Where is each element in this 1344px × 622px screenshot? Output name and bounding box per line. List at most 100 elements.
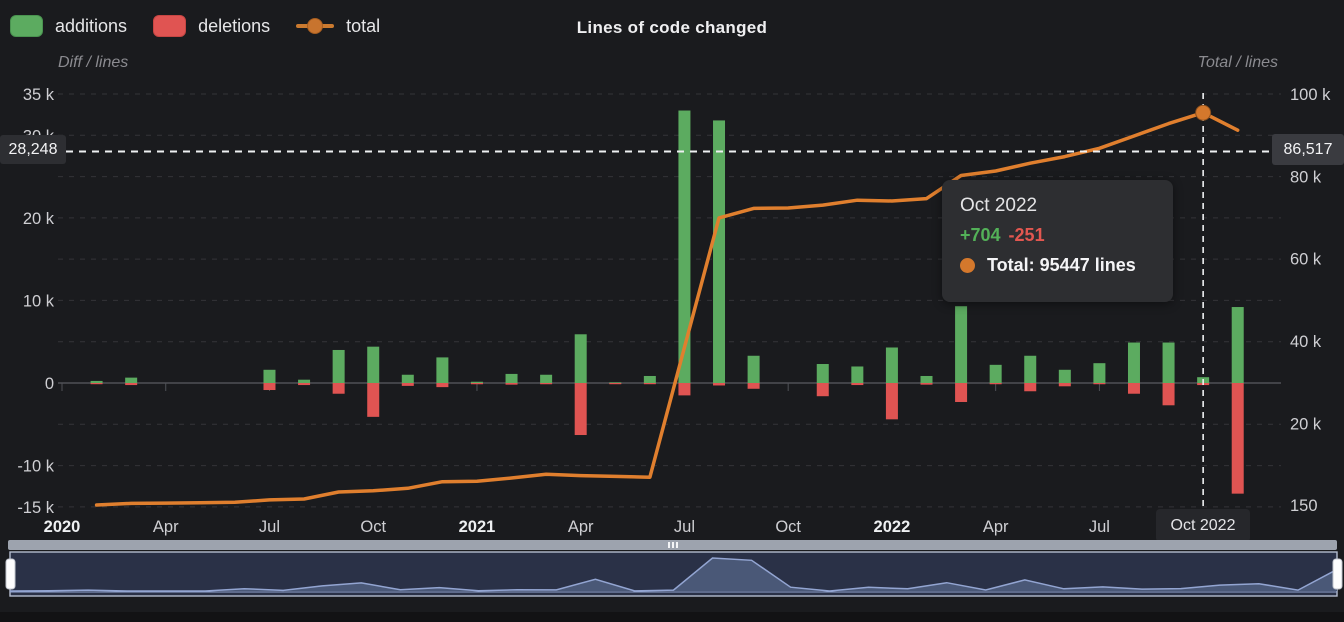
bar-additions[interactable] [885,347,898,383]
bar-additions[interactable] [920,375,933,383]
bar-additions[interactable] [263,369,276,383]
bar-additions[interactable] [1127,342,1140,383]
navigator-line [9,557,1338,592]
bar-additions[interactable] [955,306,968,383]
bar-additions[interactable] [1162,342,1175,383]
left-axis-tick-label: 35 k [23,86,55,104]
bar-deletions[interactable] [713,383,726,386]
bar-deletions[interactable] [332,383,345,394]
bar-additions[interactable] [678,110,691,383]
bar-additions[interactable] [367,346,380,383]
bar-additions[interactable] [851,366,864,383]
bar-deletions[interactable] [298,383,311,386]
bar-additions[interactable] [540,374,553,383]
bar-additions[interactable] [747,355,760,383]
x-axis-tick-label: 2021 [459,518,496,536]
left-axis-tick-label: 20 k [23,210,55,228]
right-axis-tick-label: 100 k [1290,86,1331,104]
right-axis-tick-label: 150 [1290,497,1318,515]
legend-item-total[interactable]: total [296,15,380,37]
bar-deletions[interactable] [505,383,518,385]
bar-deletions[interactable] [90,383,103,385]
navigator-handle-right[interactable] [1332,558,1343,590]
total-line[interactable] [94,110,1240,507]
tooltip-deletions: -251 [1008,225,1045,245]
x-axis-tick-label: Jul [1089,518,1110,536]
tooltip: Oct 2022 +704 -251 Total: 95447 lines [942,180,1173,302]
crosshair-x-axis-value: Oct 2022 [1156,509,1250,542]
total-point-marker[interactable] [1195,104,1212,121]
bar-additions[interactable] [1093,363,1106,383]
bar-additions[interactable] [574,334,587,383]
bar-deletions[interactable] [401,383,414,386]
tooltip-total-value: Total: 95447 lines [987,255,1136,275]
bar-deletions[interactable] [747,383,760,389]
x-axis-tick-label: Oct [775,518,801,536]
bar-additions[interactable] [1231,307,1244,383]
bar-additions[interactable] [713,120,726,384]
legend-item-deletions[interactable]: deletions [153,15,270,37]
tooltip-title: Oct 2022 [960,195,1038,216]
navigator-scrollbar[interactable] [8,540,1337,550]
right-axis-tick-label: 20 k [1290,415,1322,433]
bar-additions[interactable] [989,364,1002,383]
bar-deletions[interactable] [609,383,622,385]
right-axis-tick-label: 60 k [1290,251,1322,269]
left-axis-tick-label: 0 [45,375,54,393]
bar-deletions[interactable] [1058,383,1071,387]
bar-additions[interactable] [1024,355,1037,383]
navigator-area [10,558,1337,591]
x-axis-tick-label: Apr [568,518,594,536]
bar-deletions[interactable] [885,383,898,420]
bottom-strip [0,612,1344,622]
bar-deletions[interactable] [263,383,276,391]
bar-deletions[interactable] [367,383,380,417]
bar-deletions[interactable] [851,383,864,386]
bar-deletions[interactable] [989,383,1002,385]
bar-additions[interactable] [505,373,518,383]
x-axis-tick-label: 2020 [44,518,81,536]
x-axis-tick-label: Jul [674,518,695,536]
bar-additions[interactable] [643,375,656,383]
total-dot-icon [960,258,975,273]
bar-additions[interactable] [90,380,103,383]
tooltip-additions: +704 [960,225,1001,245]
bar-deletions[interactable] [955,383,968,402]
tooltip-total-row: Total: 95447 lines [960,255,1155,276]
bar-additions[interactable] [609,382,622,384]
bar-additions[interactable] [470,381,483,383]
right-axis-title: Total / lines [1197,54,1278,71]
additions-swatch-icon [10,15,43,37]
bar-additions[interactable] [816,364,829,383]
bar-deletions[interactable] [678,383,691,396]
bar-deletions[interactable] [1162,383,1175,406]
bar-deletions[interactable] [470,383,483,385]
navigator-handle-left[interactable] [5,558,16,590]
bar-additions[interactable] [1058,369,1071,383]
bar-deletions[interactable] [540,383,553,385]
bar-deletions[interactable] [1231,383,1244,494]
legend: additions deletions total [10,15,380,37]
right-axis-tick-label: 80 k [1290,168,1322,186]
bar-deletions[interactable] [125,383,138,386]
left-axis-title: Diff / lines [58,54,129,71]
bar-additions[interactable] [401,374,414,383]
bar-deletions[interactable] [1093,383,1106,385]
bar-deletions[interactable] [920,383,933,385]
left-axis-tick-label: -10 k [17,458,54,476]
bar-additions[interactable] [436,357,449,383]
bar-additions[interactable] [125,377,138,383]
bar-deletions[interactable] [643,383,656,385]
tooltip-diff: +704 -251 [960,225,1155,246]
legend-item-additions[interactable]: additions [10,15,127,37]
left-axis-tick-label: 10 k [23,292,55,310]
right-axis-tick-label: 40 k [1290,333,1322,351]
bar-deletions[interactable] [436,383,449,388]
bar-deletions[interactable] [574,383,587,436]
bar-deletions[interactable] [1024,383,1037,392]
bar-additions[interactable] [298,379,311,383]
bar-deletions[interactable] [1127,383,1140,394]
bar-deletions[interactable] [816,383,829,397]
bar-additions[interactable] [332,349,345,383]
